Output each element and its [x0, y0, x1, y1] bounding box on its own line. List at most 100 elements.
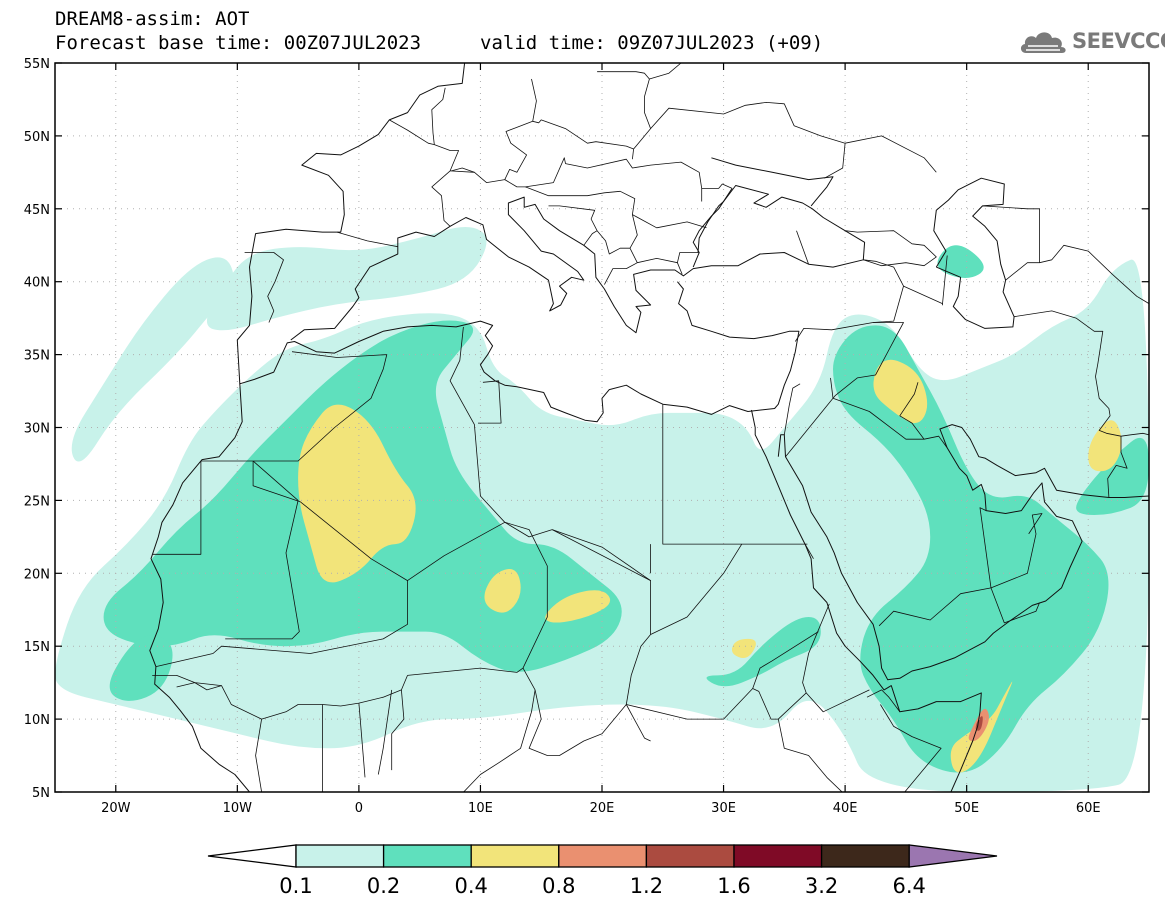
country-border	[903, 255, 948, 306]
country-border	[662, 404, 808, 545]
aot-region-level-1	[833, 325, 1109, 773]
map-plot-area	[55, 63, 1149, 792]
country-border	[866, 689, 901, 713]
country-border	[358, 703, 366, 778]
lat-label: 30N	[24, 422, 50, 437]
lat-label: 55N	[24, 57, 50, 72]
logo-text: SEEVCCC	[1072, 29, 1165, 53]
coastline	[692, 188, 733, 268]
plot-title: DREAM8-assim: AOT	[55, 8, 250, 30]
coastline	[711, 157, 834, 207]
country-border	[626, 688, 753, 720]
country-border	[1005, 244, 1149, 304]
colorbar-cell	[645, 844, 735, 868]
lat-label: 40N	[24, 276, 50, 291]
lat-label: 25N	[24, 494, 50, 509]
country-border	[548, 205, 598, 246]
country-border	[845, 135, 937, 173]
country-border	[650, 543, 743, 635]
coastline	[236, 63, 466, 341]
colorbar-cell	[382, 844, 472, 868]
country-border	[504, 119, 634, 180]
aot-region-level-2	[731, 638, 756, 659]
country-border	[878, 587, 1040, 627]
country-border	[255, 719, 262, 792]
country-border	[982, 205, 1040, 263]
country-border	[979, 507, 992, 588]
country-border	[899, 382, 925, 440]
aot-region-level-2	[545, 590, 611, 623]
lat-label: 20N	[24, 567, 50, 582]
country-border	[629, 214, 638, 249]
country-border	[407, 521, 548, 676]
aot-region-level-1	[109, 635, 173, 701]
lon-label: 0	[355, 801, 363, 816]
lat-label: 50N	[24, 130, 50, 145]
country-border	[552, 529, 651, 581]
colorbar-label: 0.8	[542, 874, 575, 898]
lon-label: 10W	[223, 801, 253, 816]
aot-region-level-2	[298, 404, 416, 583]
country-border	[449, 326, 553, 538]
lon-label: 40E	[833, 801, 858, 816]
colorbar-cell	[295, 844, 385, 868]
country-border	[253, 351, 388, 462]
lon-label: 60E	[1076, 801, 1101, 816]
country-border	[463, 689, 536, 792]
country-border	[451, 167, 475, 173]
coastline	[290, 185, 866, 341]
seevccc-logo: SEEVCCC	[1018, 24, 1165, 58]
colorbar-label: 0.2	[367, 874, 400, 898]
country-border	[802, 603, 870, 713]
country-border	[752, 631, 819, 720]
country-border	[336, 231, 398, 248]
country-border	[845, 230, 937, 267]
country-border	[990, 513, 1043, 589]
country-border	[650, 102, 846, 179]
country-border	[525, 186, 707, 229]
cloud-icon	[1020, 32, 1066, 53]
country-border	[450, 157, 703, 202]
country-border	[225, 460, 300, 640]
country-border	[552, 529, 651, 742]
country-border	[1107, 436, 1128, 498]
country-border	[863, 259, 904, 323]
lon-label: 20E	[590, 801, 615, 816]
coastline	[149, 383, 250, 792]
aot-region-level-2	[873, 359, 928, 424]
country-border	[152, 460, 254, 555]
coastline	[933, 177, 1015, 329]
country-border	[830, 377, 948, 449]
colorbar-cell	[470, 844, 560, 868]
aot-region-level-0	[71, 257, 234, 462]
aot-region-level-0	[206, 227, 487, 331]
colorbar-cell	[820, 844, 910, 868]
colorbar-cell	[733, 844, 823, 868]
valid-time: valid time: 09Z07JUL2023 (+09)	[480, 32, 824, 54]
country-border	[244, 252, 284, 323]
lat-label: 45N	[24, 203, 50, 218]
country-border	[796, 230, 809, 265]
aot-region-level-1	[706, 617, 821, 687]
country-border	[677, 262, 683, 275]
country-border	[649, 63, 706, 80]
lat-label: 35N	[24, 349, 50, 364]
country-border	[1014, 310, 1149, 437]
lat-label: 10N	[24, 713, 50, 728]
country-border	[478, 380, 502, 424]
country-border	[880, 704, 942, 792]
country-border	[152, 675, 408, 720]
country-border	[531, 78, 537, 122]
country-border	[785, 322, 904, 457]
coastline	[236, 281, 800, 423]
colorbar-label: 3.2	[805, 874, 838, 898]
country-border	[389, 87, 446, 145]
colorbar-label: 0.1	[279, 874, 312, 898]
aot-region-level-1	[937, 245, 984, 279]
country-border	[522, 667, 627, 756]
country-border	[176, 682, 222, 691]
aot-region-level-2	[484, 568, 521, 613]
lon-label: 20W	[101, 801, 131, 816]
